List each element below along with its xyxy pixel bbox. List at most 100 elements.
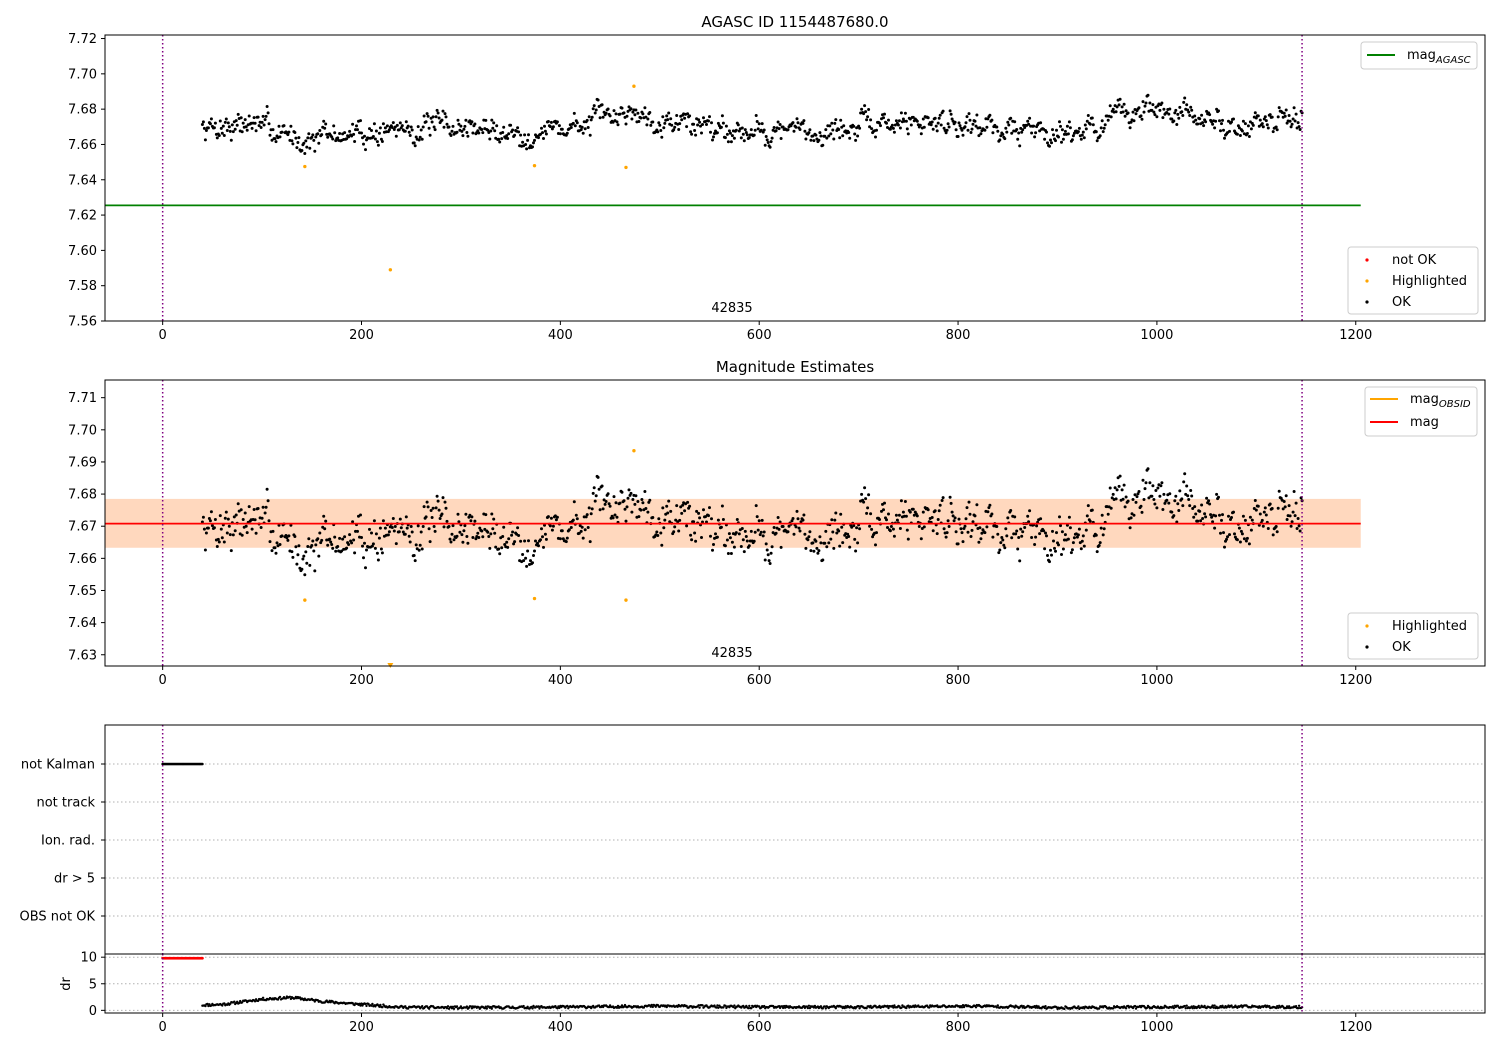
ok-point	[1188, 504, 1192, 508]
ok-point	[1071, 134, 1075, 138]
ok-point	[264, 114, 268, 118]
ok-point	[218, 119, 222, 123]
ok-point	[232, 515, 236, 519]
ok-point	[318, 531, 322, 535]
dr-point	[446, 1005, 450, 1008]
ok-point	[1034, 535, 1038, 539]
ok-point	[1030, 536, 1034, 539]
ok-point	[578, 524, 582, 528]
ok-point	[603, 502, 607, 506]
ok-point	[1076, 533, 1080, 537]
ok-point	[1190, 108, 1194, 112]
ok-point	[534, 539, 537, 543]
dr-point	[522, 1004, 525, 1008]
ok-point	[808, 128, 812, 132]
ok-point	[768, 562, 772, 565]
dr-point	[1044, 1005, 1047, 1008]
ok-point	[1097, 544, 1101, 547]
ok-point	[868, 125, 872, 129]
ok-point	[607, 502, 611, 506]
ok-point	[244, 125, 248, 129]
ok-point	[505, 134, 509, 138]
ok-point	[819, 134, 823, 138]
ok-point	[323, 126, 327, 130]
ok-point	[878, 121, 881, 125]
ok-point	[324, 122, 328, 126]
dr-point	[858, 1007, 861, 1010]
ok-point	[208, 519, 212, 523]
ok-point	[961, 133, 965, 137]
legend-marker-not-ok	[1365, 258, 1369, 262]
ok-point	[933, 116, 937, 120]
ok-point	[229, 549, 233, 553]
ok-point	[1297, 524, 1301, 528]
ok-point	[968, 512, 972, 516]
ok-point	[203, 548, 207, 552]
ok-point	[855, 126, 859, 130]
ok-point	[1115, 488, 1119, 492]
ok-point	[1193, 505, 1197, 509]
ok-point	[1039, 121, 1043, 125]
p4-xtick-label: 1000	[1140, 1020, 1173, 1035]
ok-point	[821, 143, 825, 147]
ok-point	[934, 124, 938, 128]
ok-point	[1294, 501, 1298, 505]
ok-point	[740, 126, 744, 130]
ok-point	[1141, 100, 1145, 104]
ok-point	[274, 140, 278, 144]
ok-point	[952, 519, 956, 523]
ok-point	[1213, 526, 1217, 530]
ok-point	[406, 124, 410, 128]
ok-point	[1152, 498, 1156, 501]
ok-point	[513, 133, 517, 137]
ok-point	[218, 514, 222, 518]
ok-point	[1292, 490, 1296, 493]
ok-point	[596, 475, 600, 479]
ok-point	[710, 121, 713, 125]
ok-point	[1186, 494, 1190, 498]
ok-point	[608, 114, 612, 118]
ok-point	[420, 547, 424, 551]
ok-point	[1081, 130, 1085, 134]
ok-point	[970, 528, 974, 532]
ok-point	[767, 559, 771, 563]
ok-point	[978, 126, 982, 130]
ok-point	[971, 122, 975, 126]
ok-point	[370, 531, 373, 535]
ok-point	[794, 125, 798, 129]
dr-point	[806, 1006, 810, 1010]
ok-point	[580, 125, 584, 129]
ok-point	[743, 128, 747, 132]
ok-point	[921, 117, 925, 121]
ok-point	[359, 513, 362, 517]
ok-point	[776, 516, 780, 519]
ok-point	[961, 540, 965, 544]
ok-point	[1158, 494, 1162, 498]
ok-point	[363, 134, 366, 138]
ok-point	[1295, 527, 1299, 530]
ok-point	[1232, 510, 1235, 514]
ok-point	[854, 549, 858, 553]
ok-point	[489, 532, 493, 536]
ok-point	[1283, 505, 1287, 509]
ok-point	[904, 119, 908, 123]
ok-point	[228, 129, 232, 133]
dr-point	[651, 1005, 654, 1009]
ok-point	[966, 128, 970, 132]
ok-point	[1168, 107, 1172, 111]
ok-point	[1057, 543, 1060, 547]
ok-point	[1121, 110, 1125, 114]
ok-point	[998, 548, 1002, 552]
ok-point	[270, 138, 274, 142]
ok-point	[1013, 120, 1017, 124]
ok-point	[661, 115, 665, 119]
ok-point	[574, 513, 578, 517]
ok-point	[755, 120, 759, 123]
ok-point	[694, 133, 698, 137]
ok-point	[970, 127, 974, 131]
ok-point	[558, 132, 562, 136]
ok-point	[1238, 134, 1242, 137]
ok-point	[1284, 108, 1288, 112]
ok-point	[282, 124, 286, 128]
ok-point	[890, 123, 894, 127]
